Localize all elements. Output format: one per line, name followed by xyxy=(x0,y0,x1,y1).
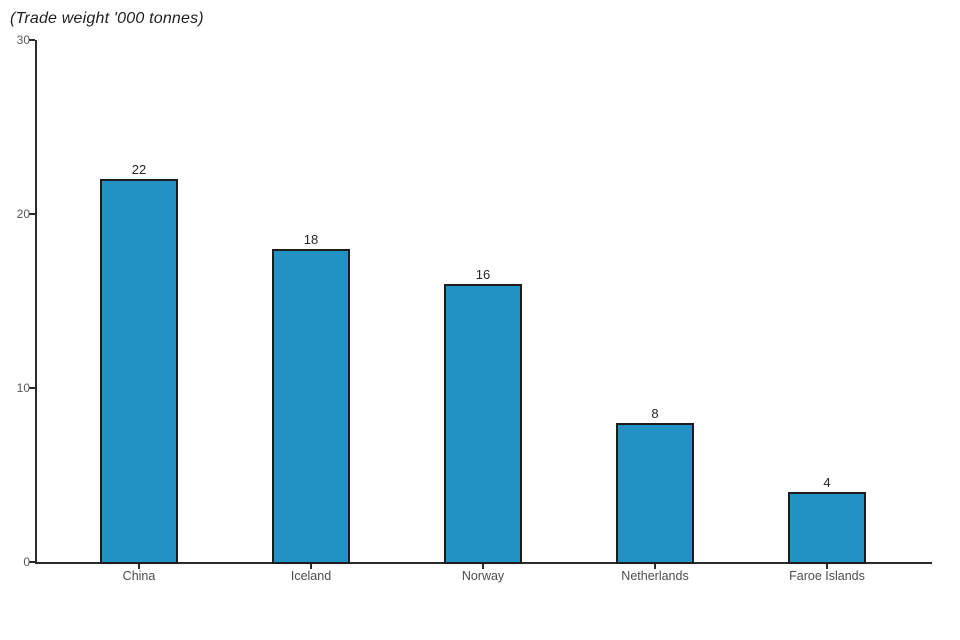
chart-title: (Trade weight '000 tonnes) xyxy=(10,10,204,27)
x-tick-mark xyxy=(654,564,656,569)
bar-value-label: 22 xyxy=(131,162,147,178)
x-tick-mark xyxy=(138,564,140,569)
y-axis-line xyxy=(35,40,37,564)
y-tick-label: 20 xyxy=(16,207,30,221)
x-category-label: Faroe Islands xyxy=(789,569,865,583)
bar-iceland xyxy=(272,248,350,564)
x-category-label: Netherlands xyxy=(621,569,689,583)
y-tick-label: 10 xyxy=(16,381,30,395)
x-category-label: Iceland xyxy=(290,569,332,583)
bar-value-label: 18 xyxy=(303,231,319,247)
y-tick-mark xyxy=(29,387,35,389)
x-category-label: China xyxy=(122,569,156,583)
bar-value-label: 8 xyxy=(651,405,659,421)
y-tick-mark xyxy=(29,39,35,41)
x-tick-mark xyxy=(482,564,484,569)
y-tick-label: 30 xyxy=(16,33,30,47)
bar-norway xyxy=(444,283,522,564)
y-tick-mark xyxy=(29,561,35,563)
y-tick-mark xyxy=(29,213,35,215)
bar-netherlands xyxy=(616,422,694,564)
bar-faroe-islands xyxy=(788,492,866,564)
x-tick-mark xyxy=(310,564,312,569)
x-tick-mark xyxy=(826,564,828,569)
bar-china xyxy=(100,179,178,564)
bar-value-label: 4 xyxy=(823,475,831,491)
bar-value-label: 16 xyxy=(475,266,491,282)
y-tick-label: 0 xyxy=(23,555,30,569)
x-category-label: Norway xyxy=(461,569,505,583)
